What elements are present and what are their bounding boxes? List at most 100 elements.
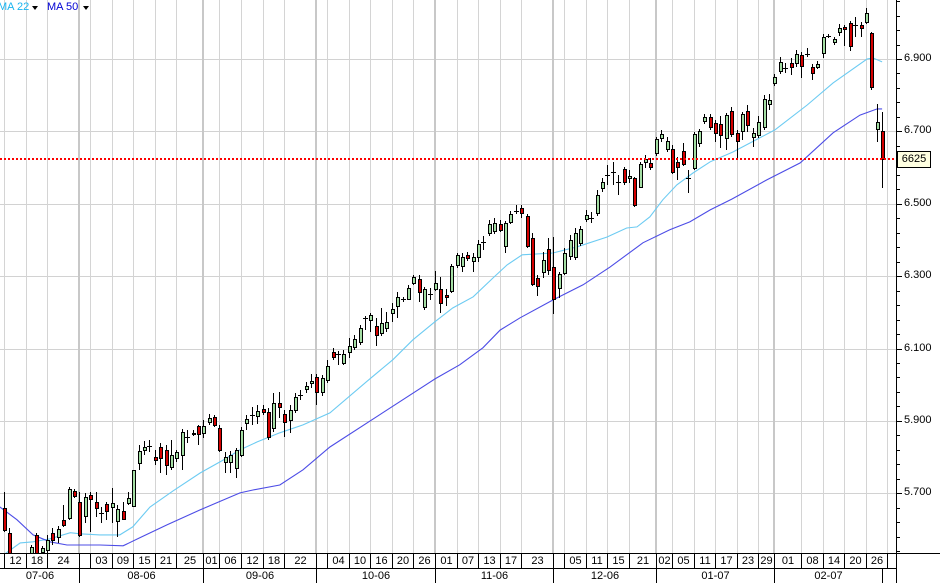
candle bbox=[757, 116, 761, 138]
candle bbox=[250, 407, 255, 425]
candle bbox=[154, 450, 158, 465]
candle-body-doji bbox=[99, 513, 104, 514]
candle bbox=[736, 130, 740, 158]
candle-body-up bbox=[796, 55, 798, 63]
candle-body-up bbox=[489, 225, 491, 233]
candle-body-down bbox=[79, 503, 81, 535]
month-label: 02-07 bbox=[814, 570, 843, 582]
candle bbox=[375, 318, 379, 346]
candle-wick bbox=[807, 48, 808, 57]
candle bbox=[477, 240, 481, 262]
candle-body-up bbox=[656, 140, 658, 153]
candle bbox=[359, 325, 363, 345]
candle bbox=[315, 374, 319, 405]
candle-body-up bbox=[742, 115, 744, 131]
y-minor-tick bbox=[897, 247, 900, 248]
candle-body-down bbox=[160, 448, 162, 458]
horizontal-grid-line bbox=[0, 204, 896, 205]
date-tick-label: 26 bbox=[870, 555, 884, 567]
y-minor-tick bbox=[897, 522, 900, 523]
date-tick-label: 02 bbox=[658, 555, 671, 567]
candle-body-down bbox=[634, 179, 636, 205]
candle-body-up bbox=[413, 278, 415, 283]
candle bbox=[826, 34, 831, 38]
candle-body-up bbox=[629, 177, 631, 178]
candle-body-doji bbox=[826, 36, 831, 37]
candle-body-doji bbox=[336, 354, 341, 355]
candle-body-doji bbox=[428, 294, 433, 295]
candle-body-up bbox=[575, 234, 577, 257]
candle-body-down bbox=[677, 163, 679, 167]
month-grid-line bbox=[773, 0, 775, 553]
date-tick-label: 11 bbox=[699, 555, 711, 567]
candle-body-up bbox=[699, 132, 701, 143]
plot-area[interactable] bbox=[0, 8, 896, 568]
month-grid-line bbox=[202, 0, 204, 553]
candle-body-up bbox=[494, 224, 496, 231]
candle-wick bbox=[473, 253, 474, 272]
date-tick-label: 21 bbox=[636, 555, 650, 567]
date-tick-separator bbox=[133, 553, 134, 568]
candle-body-up bbox=[203, 427, 205, 433]
candle-body-doji bbox=[514, 211, 519, 212]
candle bbox=[423, 287, 427, 310]
candle bbox=[536, 275, 540, 296]
date-tick-label: 12 bbox=[9, 555, 22, 567]
date-row-divider bbox=[0, 568, 896, 569]
legend-ma22-label[interactable]: MA 22 bbox=[0, 1, 30, 13]
candle bbox=[30, 545, 34, 553]
candle bbox=[605, 165, 610, 185]
candle bbox=[122, 502, 126, 520]
candle bbox=[229, 451, 233, 473]
vertical-grid-line bbox=[715, 0, 716, 553]
candle bbox=[159, 443, 163, 473]
date-tick-label: 06 bbox=[224, 555, 237, 567]
candle bbox=[412, 275, 416, 285]
candle-body-doji bbox=[611, 172, 616, 173]
candle bbox=[504, 221, 508, 253]
vertical-grid-line bbox=[564, 0, 565, 553]
candle bbox=[542, 252, 546, 278]
candle-wick bbox=[613, 162, 614, 185]
candle-body-up bbox=[273, 404, 275, 428]
candle bbox=[391, 303, 395, 322]
y-axis-label: 5.900 bbox=[904, 414, 932, 426]
candle-body-up bbox=[602, 183, 604, 188]
candle bbox=[310, 374, 314, 388]
candle bbox=[526, 214, 530, 248]
date-tick-label: 20 bbox=[396, 555, 410, 567]
y-minor-tick bbox=[897, 117, 900, 118]
y-minor-tick bbox=[897, 189, 900, 190]
ma50-dropdown-arrow-icon[interactable] bbox=[83, 6, 89, 10]
candle bbox=[267, 408, 271, 440]
candle bbox=[865, 8, 869, 24]
date-tick-label bbox=[888, 554, 896, 568]
candle bbox=[439, 277, 443, 313]
candle-wick bbox=[618, 175, 619, 195]
horizontal-grid-line bbox=[0, 349, 896, 350]
candle bbox=[531, 233, 535, 286]
month-separator bbox=[435, 568, 436, 583]
legend-ma50-label[interactable]: MA 50 bbox=[47, 1, 79, 13]
y-major-tick bbox=[897, 349, 902, 350]
candle-body-up bbox=[290, 411, 292, 420]
candle bbox=[147, 440, 152, 452]
candle bbox=[185, 430, 190, 443]
candle bbox=[741, 112, 745, 140]
y-minor-tick bbox=[897, 30, 900, 31]
month-grid-line bbox=[655, 0, 657, 553]
candle bbox=[649, 158, 653, 170]
candle bbox=[208, 414, 212, 425]
candle-body-up bbox=[354, 340, 356, 347]
ma22-dropdown-arrow-icon[interactable] bbox=[32, 6, 38, 10]
candle bbox=[520, 205, 524, 218]
candle bbox=[111, 488, 115, 523]
candle-body-up bbox=[661, 135, 663, 138]
candle bbox=[213, 415, 217, 427]
candle bbox=[730, 107, 734, 137]
candle bbox=[289, 405, 293, 433]
y-minor-tick bbox=[897, 450, 900, 451]
candle-body-up bbox=[386, 323, 388, 328]
